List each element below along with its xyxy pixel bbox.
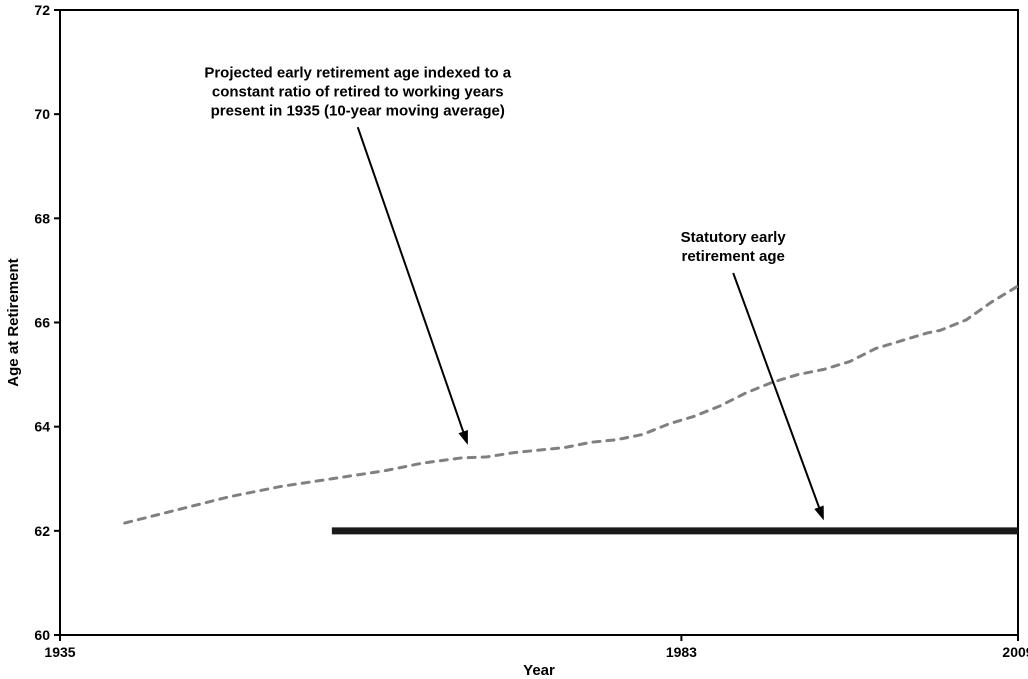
y-tick-label: 72 [34, 2, 50, 18]
retirement-age-chart: 60 62 64 66 68 70 72 1935 1983 2009 Year Age at Ret… [0, 0, 1028, 679]
series-projected [125, 286, 1018, 523]
y-tick-label: 70 [34, 106, 50, 122]
annotation-projected-label-line: present in 1935 (10-year moving average) [211, 103, 505, 120]
chart-svg: 60 62 64 66 68 70 72 1935 1983 2009 Year Age at Ret… [0, 0, 1028, 679]
y-axis-title: Age at Retirement [5, 258, 22, 386]
annotation-arrow-head [814, 506, 824, 521]
x-tick-label: 2009 [1002, 644, 1028, 660]
y-tick-label: 68 [34, 210, 50, 226]
y-tick-label: 66 [34, 315, 50, 331]
annotation-projected-label-line: Projected early retirement age indexed t… [204, 65, 511, 82]
annotation-statutory-label-line: retirement age [682, 248, 785, 265]
y-tick-label: 60 [34, 627, 50, 643]
x-tick-label: 1935 [44, 644, 75, 660]
annotation-statutory-label-line: Statutory early [681, 229, 787, 246]
x-tick-label: 1983 [666, 644, 697, 660]
annotation-arrow [358, 127, 463, 431]
annotation-projected-label-line: constant ratio of retired to working yea… [212, 84, 504, 101]
y-tick-label: 64 [34, 419, 50, 435]
annotation-arrow-head [458, 430, 467, 445]
y-tick-label: 62 [34, 523, 50, 539]
plot-border [60, 10, 1018, 635]
x-axis-title: Year [523, 662, 555, 679]
annotation-arrow [733, 273, 819, 507]
